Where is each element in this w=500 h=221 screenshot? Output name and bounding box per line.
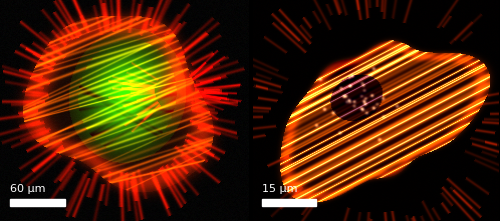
Bar [262, 199, 316, 206]
Text: 15 μm: 15 μm [262, 185, 298, 194]
Bar [10, 199, 64, 206]
Text: 60 μm: 60 μm [10, 185, 46, 194]
